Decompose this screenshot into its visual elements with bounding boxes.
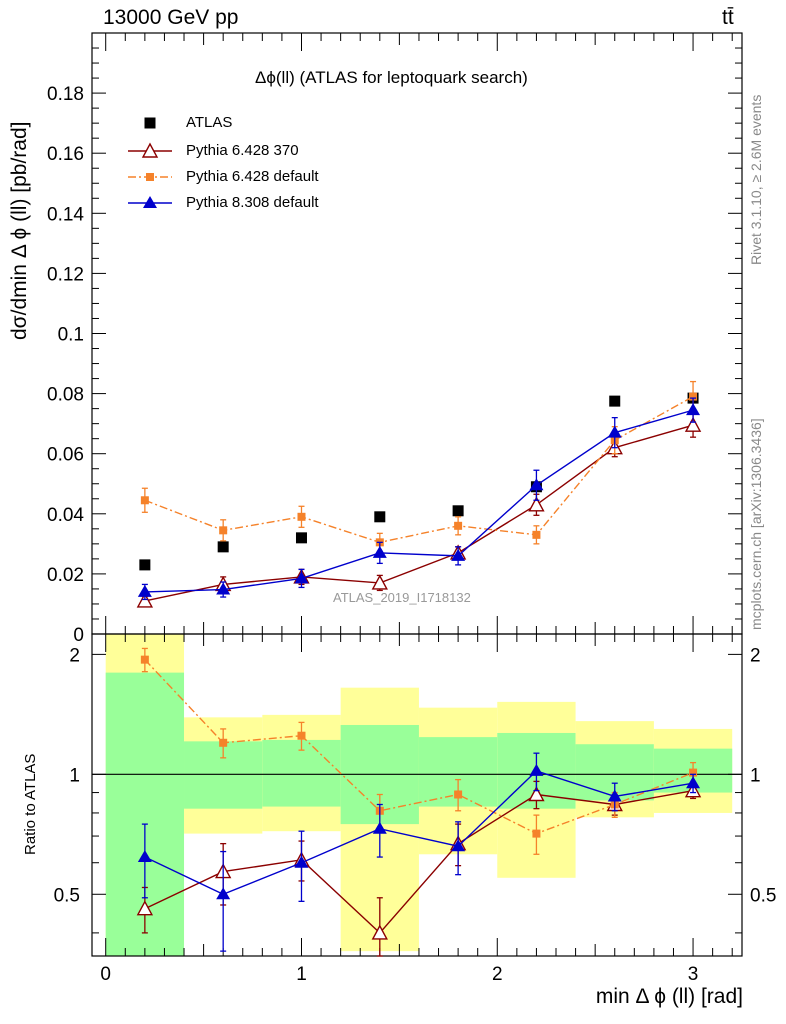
legend-symbol: [143, 196, 157, 208]
data-point: [294, 855, 309, 868]
data-point: [294, 571, 309, 584]
plot-title: Δϕ(ll) (ATLAS for leptoquark search): [255, 68, 528, 87]
data-point: [137, 850, 152, 863]
data-point: [137, 584, 152, 597]
data-point: [297, 512, 306, 521]
ratio-plot-series: [136, 647, 702, 957]
legend-symbol-atlas: [144, 117, 156, 129]
data-point: [532, 829, 541, 838]
data-point: [140, 496, 149, 505]
data-point: [216, 887, 231, 900]
data-point: [686, 403, 701, 416]
data-point: [216, 582, 231, 595]
legend-label-py6-default: Pythia 6.428 default: [186, 168, 319, 185]
series-line: [144, 409, 694, 593]
atlas-data-point: [609, 395, 621, 407]
x-tick-label: 2: [492, 964, 503, 985]
data-point: [532, 530, 541, 539]
legend-label-py8-default: Pythia 8.308 default: [186, 194, 319, 211]
data-point: [136, 900, 154, 916]
inner-band-bin: [262, 739, 341, 807]
ratio-y-tick-label: 0.5: [750, 885, 776, 906]
atlas-data-point: [452, 505, 464, 517]
data-point: [372, 545, 387, 558]
legend-symbol: [146, 173, 154, 181]
data-point: [607, 789, 622, 802]
atlas-data-point: [374, 511, 386, 523]
data-point: [528, 496, 545, 512]
data-point: [219, 526, 228, 535]
y-tick-label: 0.16: [47, 144, 84, 165]
legend: [128, 117, 172, 208]
series-line: [144, 789, 694, 934]
rivet-version-label: Rivet 3.1.10, ≥ 2.6M events: [748, 94, 764, 265]
series-line: [144, 424, 694, 602]
data-point: [451, 548, 466, 561]
data-point: [686, 776, 701, 789]
data-point: [219, 738, 228, 747]
mcplots-reference-label: mcplots.cern.ch [arXiv:1306.3436]: [748, 418, 764, 630]
data-point: [529, 763, 544, 776]
ratio-y-tick-label: 2: [69, 645, 80, 666]
process-label: 13000 GeV pp: [103, 6, 239, 29]
y-tick-label: 0.08: [47, 385, 84, 406]
ratio-y-axis-title: Ratio to ATLAS: [22, 753, 39, 855]
main-plot-series: [136, 380, 702, 608]
process-symbol: tt̄: [722, 6, 734, 29]
x-tick-label: 1: [296, 964, 307, 985]
series-line: [144, 659, 694, 835]
data-point: [528, 786, 545, 802]
x-tick-label: 0: [100, 964, 111, 985]
data-point: [529, 478, 544, 491]
y-tick-label: 0.14: [47, 204, 84, 225]
x-tick-label: 3: [688, 964, 699, 985]
ratio-y-tick-label: 0.5: [54, 885, 80, 906]
data-point: [136, 592, 154, 608]
main-plot-frame: 0 0.02 0.04 0.06 0.08 0.1 0.12 0.14 0.16 0.18: [47, 32, 743, 646]
y-tick-label: 0.18: [47, 84, 84, 105]
series-line: [144, 395, 694, 544]
data-point: [297, 731, 306, 740]
data-point: [451, 839, 466, 852]
atlas-data-point: [295, 532, 307, 544]
main-y-axis-title: dσ/dmin Δ ϕ (ll) [pb/rad]: [8, 121, 31, 341]
ratio-y-tick-label: 2: [750, 645, 761, 666]
data-point: [140, 655, 149, 664]
data-point: [372, 821, 387, 834]
atlas-data-point: [217, 541, 229, 553]
data-point: [371, 924, 388, 940]
ratio-y-tick-label: 1: [750, 765, 761, 786]
analysis-id-watermark: ATLAS_2019_I1718132: [333, 590, 471, 605]
ratio-y-tick-label: 1: [69, 765, 80, 786]
legend-label-py6-370: Pythia 6.428 370: [186, 142, 299, 159]
series-line: [144, 770, 694, 896]
y-tick-label: 0.1: [58, 325, 84, 346]
plot-border: [91, 633, 743, 957]
legend-symbol: [141, 142, 159, 158]
data-point: [454, 790, 463, 799]
legend-label-atlas: ATLAS: [186, 114, 233, 131]
data-point: [371, 574, 388, 590]
data-point: [689, 392, 698, 401]
data-point: [454, 521, 463, 530]
y-tick-label: 0.12: [47, 264, 84, 285]
atlas-data-point: [139, 559, 151, 571]
y-tick-label: 0.04: [47, 505, 84, 526]
y-tick-label: 0.02: [47, 565, 84, 586]
ratio-plot-frame: 0 1 2 3 0.5 0.5 1 1 2 2: [54, 633, 776, 985]
data-point: [689, 768, 698, 777]
x-axis-title: min Δ ϕ (ll) [rad]: [595, 985, 743, 1008]
y-tick-label: 0.06: [47, 445, 84, 466]
y-tick-label: 0: [73, 625, 84, 646]
data-point: [684, 416, 702, 432]
data-point: [607, 425, 622, 438]
